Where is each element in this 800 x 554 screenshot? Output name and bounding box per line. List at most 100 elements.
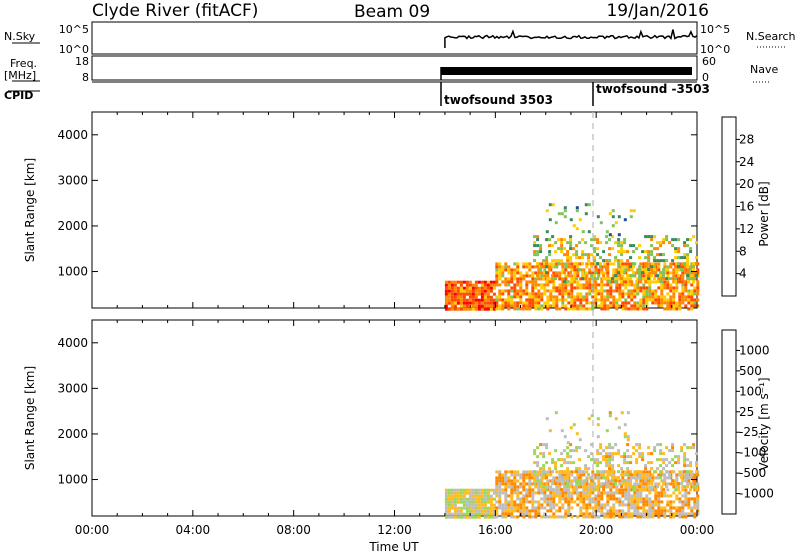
velocity-cell [570, 497, 574, 501]
power-colorbar-tick-label: 28 [739, 132, 754, 146]
power-cell [633, 304, 637, 308]
velocity-cell [582, 488, 586, 492]
velocity-cell [648, 509, 652, 513]
velocity-cell [522, 494, 526, 498]
velocity-cell [543, 506, 547, 510]
power-cell [477, 301, 481, 305]
velocity-cell [501, 479, 505, 483]
power-cell [510, 298, 514, 302]
velocity-cell [447, 494, 451, 498]
velocity-cell [555, 509, 559, 513]
velocity-cell [456, 500, 460, 504]
velocity-cell [642, 470, 646, 474]
power-cell [645, 289, 649, 293]
velocity-cell [674, 482, 678, 486]
velocity-cell [672, 485, 676, 489]
power-cell [594, 271, 598, 275]
velocity-cell [578, 476, 582, 480]
power-cell [621, 307, 625, 311]
power-cell [681, 271, 685, 275]
velocity-cell [651, 476, 655, 480]
power-cell [600, 289, 604, 293]
velocity-cell [549, 503, 553, 507]
power-cell [579, 283, 583, 287]
velocity-cell [639, 500, 643, 504]
velocity-cell [686, 458, 690, 462]
velocity-cell [498, 473, 502, 477]
velocity-cell [615, 512, 619, 516]
xaxis-label: Time UT [368, 540, 419, 554]
power-cell [681, 292, 685, 296]
velocity-cell [501, 512, 505, 516]
power-cell [612, 295, 616, 299]
power-cell [659, 244, 663, 248]
velocity-cell [495, 485, 499, 489]
power-cell [656, 280, 660, 284]
velocity-cell [459, 512, 463, 516]
velocity-cell [533, 470, 537, 474]
velocity-cell [536, 446, 540, 450]
power-cell [543, 268, 547, 272]
velocity-cell [636, 491, 640, 495]
velocity-cell [537, 512, 541, 516]
velocity-cell [629, 479, 633, 483]
power-cell [620, 259, 624, 263]
power-cell [647, 277, 651, 281]
power-cell [654, 289, 658, 293]
power-cell [669, 304, 673, 308]
power-cell [632, 244, 636, 248]
power-cell [542, 259, 546, 263]
velocity-cell [609, 494, 613, 498]
power-ylabel: Slant Range [km] [23, 158, 37, 262]
velocity-cell [552, 512, 556, 516]
velocity-cell [594, 485, 598, 489]
power-cell [650, 250, 654, 254]
velocity-cell [575, 467, 579, 471]
velocity-cell [684, 494, 688, 498]
power-cell [573, 262, 577, 266]
velocity-cell [480, 506, 484, 510]
velocity-colorbar-tick-label: 100 [739, 384, 762, 398]
power-cell [653, 268, 657, 272]
power-cell [593, 274, 597, 278]
power-cell [552, 289, 556, 293]
power-cell [474, 298, 478, 302]
power-cell [519, 280, 523, 284]
power-cell [626, 274, 630, 278]
power-cell [678, 307, 682, 311]
velocity-cell [584, 485, 588, 489]
power-cell [600, 268, 604, 272]
velocity-cell [662, 482, 666, 486]
power-cell [608, 280, 612, 284]
velocity-cell [603, 503, 607, 507]
power-cell [459, 295, 463, 299]
velocity-cell [554, 449, 558, 453]
power-cell [638, 256, 642, 260]
velocity-cell [639, 476, 643, 480]
power-cell [474, 286, 478, 290]
power-cell [489, 283, 493, 287]
velocity-cell [468, 509, 472, 513]
power-cell [534, 280, 538, 284]
power-cell [642, 274, 646, 278]
power-cell [618, 304, 622, 308]
power-cell [671, 244, 675, 248]
velocity-cell [618, 491, 622, 495]
power-cell [662, 268, 666, 272]
velocity-cell [546, 500, 550, 504]
power-cell [546, 277, 550, 281]
power-cell [537, 268, 541, 272]
power-cell [660, 292, 664, 296]
power-cell [617, 277, 621, 281]
velocity-cell [570, 482, 574, 486]
power-cell [612, 274, 616, 278]
power-cell [513, 283, 517, 287]
power-cell [498, 277, 502, 281]
velocity-cell [531, 509, 535, 513]
power-cell [585, 292, 589, 296]
velocity-cell [554, 461, 558, 465]
velocity-cell [639, 512, 643, 516]
velocity-cell [608, 443, 612, 447]
velocity-cell [489, 512, 493, 516]
velocity-cell [605, 458, 609, 462]
